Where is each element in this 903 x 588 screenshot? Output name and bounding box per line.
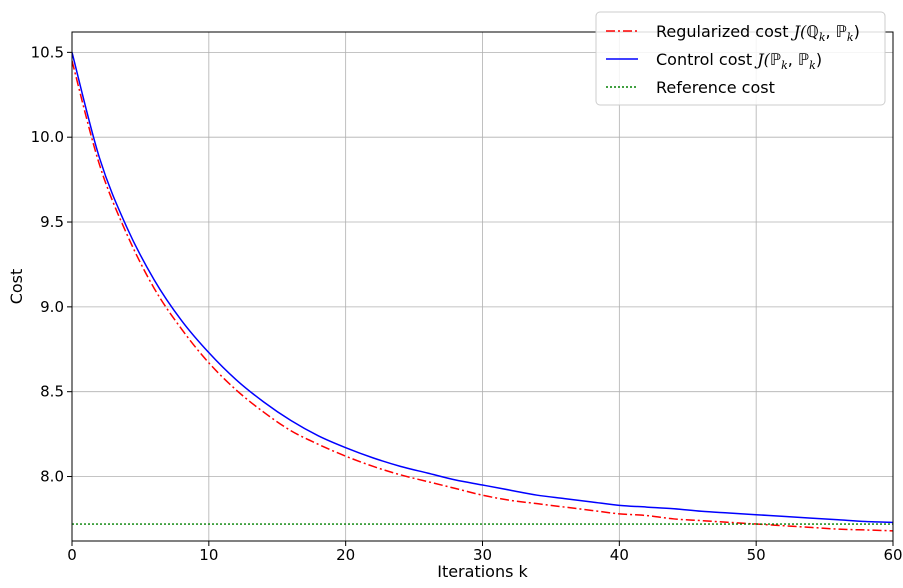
- x-axis-label: Iterations k: [437, 562, 528, 581]
- legend: Regularized cost J(ℚk, ℙk) Control cost J…: [595, 11, 886, 106]
- x-tick-label: 20: [336, 546, 355, 564]
- control-cost-line: [72, 52, 893, 524]
- legend-label: Reference cost: [656, 78, 775, 97]
- series-lines: [72, 52, 893, 532]
- y-tick-label: 10.0: [31, 128, 64, 146]
- y-tick-label: 10.5: [31, 43, 64, 61]
- x-tick-label: 0: [67, 546, 77, 564]
- legend-entry-control-cost: Control cost J(ℙk, ℙk): [606, 50, 822, 72]
- x-tick-label: 10: [199, 546, 218, 564]
- y-tick-label: 9.5: [40, 213, 64, 231]
- y-axis-label: Cost: [7, 269, 26, 305]
- x-tick-label: 60: [883, 546, 902, 564]
- x-tick-label: 30: [473, 546, 492, 564]
- legend-entry-regularized-cost: Regularized cost J(ℚk, ℙk): [606, 22, 860, 44]
- axis-ticks: 0 10 20 30 40 50 60 8.0 8.5 9.0 9.5 10.0 10.5: [31, 43, 903, 564]
- legend-label: Control cost J(ℙk, ℙk): [656, 50, 822, 72]
- grid: [71, 32, 894, 541]
- y-tick-label: 8.5: [40, 383, 64, 401]
- y-tick-label: 8.0: [40, 468, 64, 486]
- x-tick-label: 40: [610, 546, 629, 564]
- legend-entry-reference-cost: Reference cost: [606, 78, 775, 97]
- legend-box: [595, 11, 886, 106]
- x-tick-label: 50: [747, 546, 766, 564]
- legend-label: Regularized cost J(ℚk, ℙk): [656, 22, 860, 44]
- y-tick-label: 9.0: [40, 298, 64, 316]
